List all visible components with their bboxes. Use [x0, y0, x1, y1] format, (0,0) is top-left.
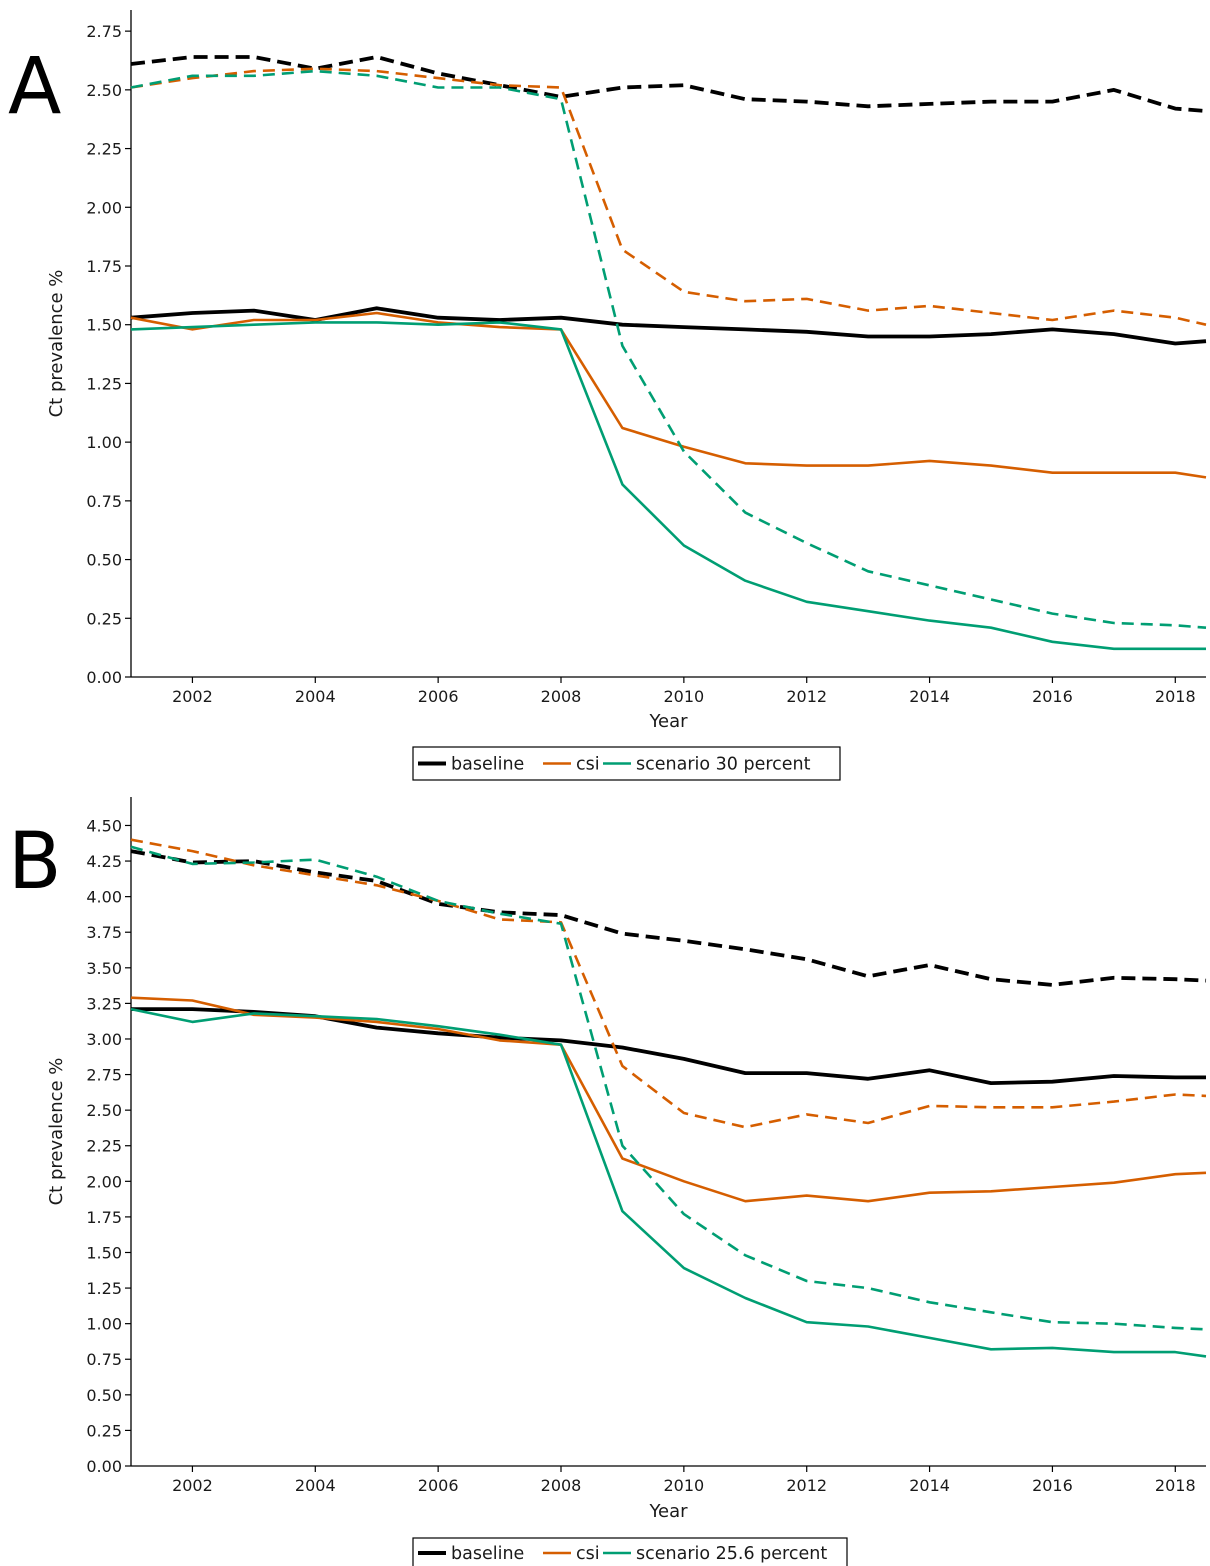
- x-tick-label: 2018: [1155, 1476, 1196, 1495]
- series-line-baseline-dashed: [130, 849, 1207, 987]
- legend-label-csi: csi: [576, 755, 600, 775]
- panel-label: A: [8, 42, 61, 132]
- series-line-scenario-dashed: [130, 845, 1207, 1331]
- x-tick-label: 2002: [172, 1476, 213, 1495]
- y-tick-label: 4.25: [86, 852, 122, 871]
- y-tick-label: 1.75: [86, 1208, 122, 1227]
- y-tick-label: 2.75: [86, 1066, 122, 1085]
- y-tick-label: 0.25: [86, 609, 122, 628]
- x-axis-title: Year: [648, 1501, 688, 1522]
- legend-label-csi: csi: [576, 1544, 600, 1564]
- y-tick-label: 0.50: [86, 1386, 122, 1405]
- x-tick-label: 2010: [663, 687, 704, 706]
- x-tick-label: 2016: [1032, 687, 1073, 706]
- x-tick-label: 2004: [295, 1476, 336, 1495]
- legend-label-scenario: scenario 25.6 percent: [636, 1544, 827, 1564]
- y-tick-label: 3.25: [86, 994, 122, 1013]
- y-axis-title: Ct prevalence %: [46, 270, 67, 418]
- y-tick-label: 3.50: [86, 959, 122, 978]
- series-line-scenario-dashed: [130, 69, 1207, 629]
- y-tick-label: 2.00: [86, 1172, 122, 1191]
- y-tick-label: 2.00: [86, 198, 122, 217]
- series-line-baseline-solid: [130, 306, 1207, 346]
- x-tick-label: 2018: [1155, 687, 1196, 706]
- y-tick-label: 3.00: [86, 1030, 122, 1049]
- y-tick-label: 4.50: [86, 816, 122, 835]
- panel-label: B: [8, 817, 62, 907]
- x-tick-label: 2008: [541, 687, 582, 706]
- x-tick-label: 2006: [418, 1476, 459, 1495]
- x-tick-label: 2012: [786, 1476, 827, 1495]
- y-tick-label: 1.75: [86, 257, 122, 276]
- y-tick-label: 0.00: [86, 668, 122, 687]
- x-tick-label: 2014: [909, 1476, 950, 1495]
- y-tick-label: 0.00: [86, 1457, 122, 1476]
- y-tick-label: 2.75: [86, 22, 122, 41]
- y-tick-label: 2.50: [86, 81, 122, 100]
- y-tick-label: 2.50: [86, 1101, 122, 1120]
- series-line-baseline-dashed: [130, 55, 1207, 113]
- series-line-csi-solid: [130, 996, 1207, 1203]
- x-tick-label: 2004: [295, 687, 336, 706]
- legend-label-baseline: baseline: [451, 755, 524, 775]
- x-tick-label: 2016: [1032, 1476, 1073, 1495]
- x-tick-label: 2012: [786, 687, 827, 706]
- x-tick-label: 2008: [541, 1476, 582, 1495]
- y-tick-label: 1.25: [86, 374, 122, 393]
- legend-label-scenario: scenario 30 percent: [636, 755, 811, 775]
- y-tick-label: 4.00: [86, 888, 122, 907]
- y-tick-label: 0.50: [86, 551, 122, 570]
- y-tick-label: 0.25: [86, 1421, 122, 1440]
- y-axis-title: Ct prevalence %: [46, 1058, 67, 1206]
- legend-box: [412, 1537, 848, 1566]
- legend-label-baseline: baseline: [451, 1544, 524, 1564]
- x-tick-label: 2014: [909, 687, 950, 706]
- series-line-csi-dashed: [130, 67, 1207, 326]
- y-tick-label: 1.50: [86, 316, 122, 335]
- x-tick-label: 2010: [663, 1476, 704, 1495]
- x-axis-title: Year: [648, 711, 688, 732]
- series-line-scenario-solid: [130, 1007, 1207, 1358]
- y-tick-label: 1.25: [86, 1279, 122, 1298]
- chart-panel-a: A 0.00 0.25 0.50 0.75 1.00 1.25 1.50 1.75 2.00 2.2…: [8, 10, 1207, 781]
- x-tick-label: 2002: [172, 687, 213, 706]
- y-tick-label: 3.75: [86, 923, 122, 942]
- y-tick-label: 1.50: [86, 1243, 122, 1262]
- x-tick-label: 2006: [418, 687, 459, 706]
- y-tick-label: 2.25: [86, 1137, 122, 1156]
- y-tick-label: 1.00: [86, 1315, 122, 1334]
- series-line-csi-solid: [130, 311, 1207, 479]
- series-line-scenario-solid: [130, 321, 1206, 651]
- y-tick-label: 0.75: [86, 492, 122, 511]
- series-line-csi-dashed: [130, 838, 1207, 1129]
- y-tick-label: 1.00: [86, 433, 122, 452]
- y-tick-label: 2.25: [86, 140, 122, 159]
- legend: baseline csi scenario 25.6 percent: [412, 1537, 848, 1566]
- series-line-baseline-solid: [131, 1007, 1206, 1085]
- chart-panel-b: B 0.00 0.25 0.50 0.75 1.00 1.25 1.50 1.75 2.00 2.2…: [8, 797, 1207, 1566]
- legend: baseline csi scenario 30 percent: [412, 746, 841, 781]
- y-tick-label: 0.75: [86, 1350, 122, 1369]
